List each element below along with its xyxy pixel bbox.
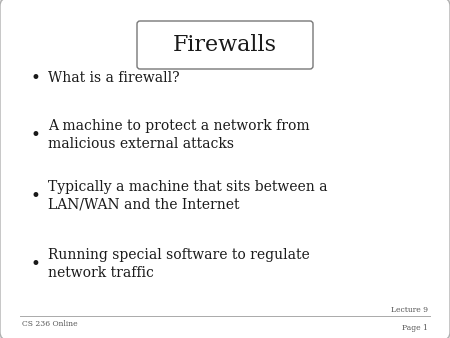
- Text: Lecture 9: Lecture 9: [391, 306, 428, 314]
- Text: Page 1: Page 1: [402, 324, 428, 332]
- Text: Typically a machine that sits between a
LAN/WAN and the Internet: Typically a machine that sits between a …: [48, 180, 328, 212]
- Text: Running special software to regulate
network traffic: Running special software to regulate net…: [48, 248, 310, 280]
- FancyBboxPatch shape: [137, 21, 313, 69]
- Text: •: •: [30, 69, 40, 87]
- Text: •: •: [30, 126, 40, 144]
- Text: What is a firewall?: What is a firewall?: [48, 71, 180, 85]
- Text: •: •: [30, 187, 40, 205]
- Text: •: •: [30, 255, 40, 273]
- Text: CS 236 Online: CS 236 Online: [22, 320, 77, 328]
- Text: Firewalls: Firewalls: [173, 34, 277, 56]
- Text: A machine to protect a network from
malicious external attacks: A machine to protect a network from mali…: [48, 119, 310, 151]
